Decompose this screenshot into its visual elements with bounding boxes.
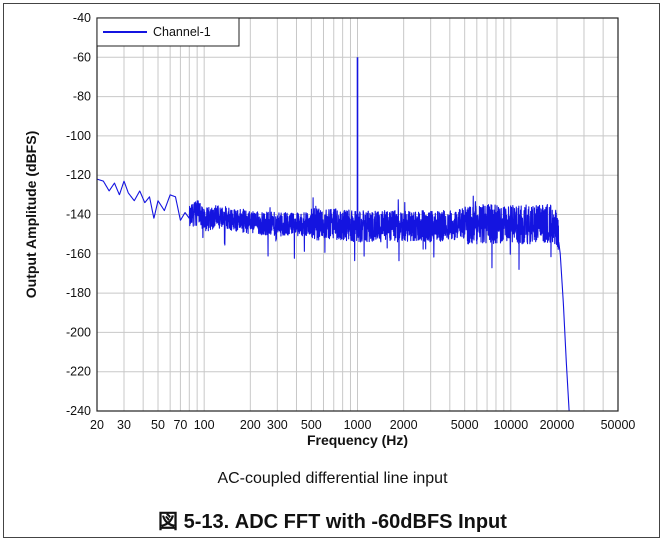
y-tick-label: -120 xyxy=(66,168,91,182)
x-tick-label: 100 xyxy=(194,418,215,432)
x-tick-label: 20 xyxy=(90,418,104,432)
x-tick-label: 200 xyxy=(240,418,261,432)
y-tick-label: -160 xyxy=(66,247,91,261)
y-tick-labels: -40 -60 -80 -100 -120 -140 -160 -180 -200 -220 -24… xyxy=(66,11,91,418)
y-tick-label: -220 xyxy=(66,365,91,379)
figure-frame xyxy=(3,3,660,538)
y-tick-label: -100 xyxy=(66,129,91,143)
y-tick-label: -140 xyxy=(66,208,91,222)
x-tick-label: 5000 xyxy=(451,418,479,432)
plot-border xyxy=(96,17,619,412)
x-axis-label: Frequency (Hz) xyxy=(307,432,408,448)
y-tick-label: -60 xyxy=(73,50,91,64)
x-tick-label: 300 xyxy=(267,418,288,432)
x-tick-label: 50 xyxy=(151,418,165,432)
x-tick-label: 70 xyxy=(173,418,187,432)
y-axis-label: Output Amplitude (dBFS) xyxy=(23,131,39,298)
series-channel-1 xyxy=(96,57,570,412)
figure-caption: 図 5-13. ADC FFT with -60dBFS Input xyxy=(158,511,507,533)
series-line-channel-1 xyxy=(96,178,570,412)
x-tick-label: 30 xyxy=(117,418,131,432)
x-tick-label: 2000 xyxy=(390,418,418,432)
x-tick-label: 1000 xyxy=(344,418,372,432)
chart-subtitle: AC-coupled differential line input xyxy=(217,470,448,487)
y-tick-label: -200 xyxy=(66,325,91,339)
x-tick-label: 20000 xyxy=(540,418,575,432)
legend-label-channel-1: Channel-1 xyxy=(153,25,211,39)
fft-chart: -40 -60 -80 -100 -120 -140 -160 -180 -200 -220 -24… xyxy=(23,11,635,448)
x-tick-labels: 20 30 50 70 100 200 300 500 1000 2000 5000 10000 200… xyxy=(90,418,635,432)
x-tick-label: 500 xyxy=(301,418,322,432)
legend: Channel-1 xyxy=(96,17,240,47)
y-tick-label: -180 xyxy=(66,286,91,300)
y-tick-label: -240 xyxy=(66,404,91,418)
x-tick-label: 50000 xyxy=(601,418,636,432)
y-tick-label: -40 xyxy=(73,11,91,25)
x-tick-label: 10000 xyxy=(493,418,528,432)
y-tick-label: -80 xyxy=(73,90,91,104)
